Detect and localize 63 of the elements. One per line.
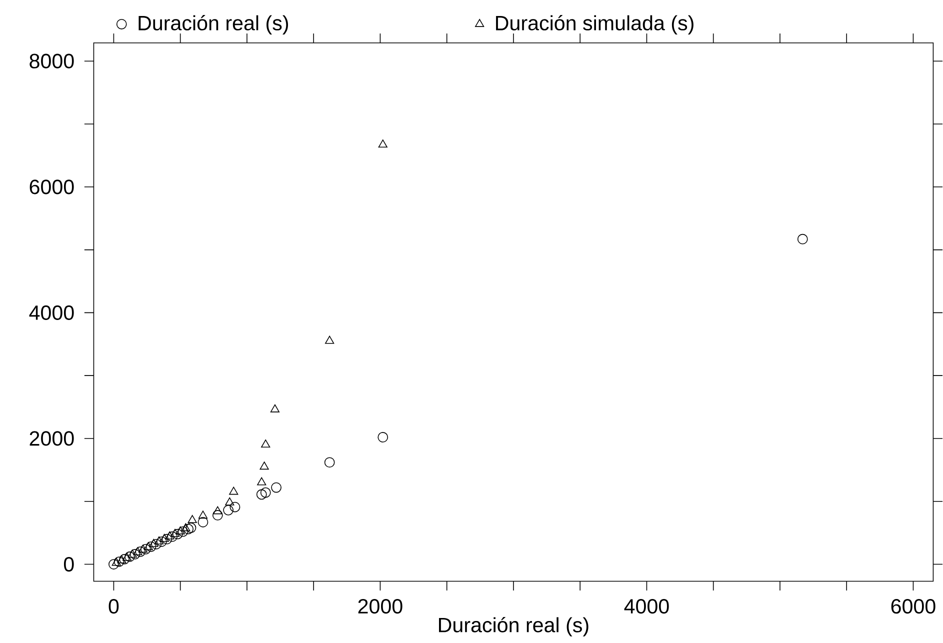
point: [186, 522, 196, 533]
point: [108, 558, 119, 570]
point: [144, 542, 153, 550]
y-tick-label: 2000: [30, 431, 74, 446]
y-tick-label: 4000: [29, 305, 74, 320]
point: [324, 457, 335, 468]
point: [176, 526, 185, 534]
x-tick-label: 2000: [358, 598, 402, 614]
point: [114, 556, 124, 567]
point: [160, 534, 169, 542]
point: [135, 546, 146, 557]
y-tick-label: 6000: [30, 179, 74, 194]
point: [162, 534, 172, 544]
point: [378, 139, 388, 148]
point: [213, 506, 222, 514]
point: [270, 404, 280, 412]
point: [378, 432, 388, 442]
point: [257, 477, 266, 486]
point: [271, 482, 282, 493]
point: [172, 528, 183, 540]
point: [212, 510, 223, 520]
point: [138, 544, 148, 552]
point: [188, 514, 197, 523]
legend-label: Duración real (s): [138, 14, 288, 34]
x-axis-title: Duración real (s): [439, 616, 588, 636]
point: [165, 531, 174, 540]
point: [128, 550, 137, 558]
point: [797, 234, 808, 244]
point: [223, 504, 234, 516]
point: [170, 528, 180, 537]
point: [198, 510, 208, 518]
x-tick-label: 0: [108, 598, 119, 614]
point: [149, 538, 158, 547]
point: [198, 516, 208, 528]
point: [112, 558, 121, 566]
point: [260, 487, 271, 498]
point: [133, 546, 142, 555]
legend-label: Duración simulada (s): [496, 14, 694, 34]
point: [229, 486, 238, 495]
point: [261, 439, 270, 448]
point: [124, 551, 135, 562]
point: [167, 531, 178, 542]
point: [156, 536, 167, 547]
point: [146, 541, 156, 552]
y-tick-label: 0: [64, 556, 74, 572]
x-tick-label: 6000: [891, 598, 936, 614]
point: [230, 502, 240, 512]
point: [183, 524, 194, 534]
point: [130, 548, 140, 560]
point: [325, 336, 334, 344]
point: [181, 523, 190, 532]
y-tick-label: 8000: [30, 54, 74, 68]
point: [119, 554, 130, 564]
point: [151, 538, 162, 550]
point: [260, 461, 269, 470]
point: [225, 497, 234, 506]
point: [117, 555, 126, 564]
point: [178, 526, 188, 537]
x-tick-label: 4000: [624, 598, 669, 614]
point: [154, 536, 164, 544]
point: [122, 552, 132, 561]
point: [256, 489, 267, 500]
point: [140, 544, 151, 554]
